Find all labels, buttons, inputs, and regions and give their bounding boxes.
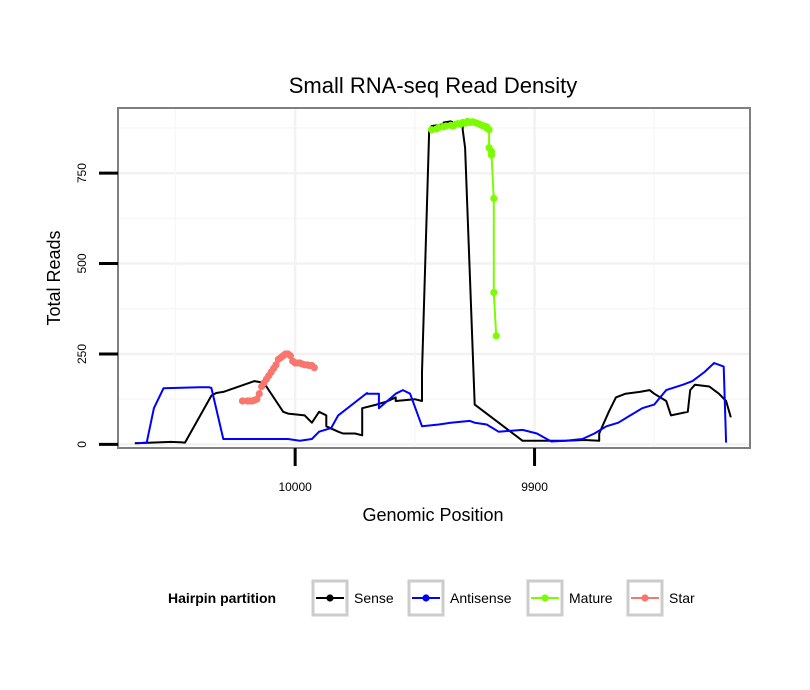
plot-border — [117, 107, 751, 449]
legend-item-antisense: Antisense — [407, 579, 512, 617]
legend-item-sense: Sense — [311, 579, 394, 617]
y-tick-label: 0 — [75, 441, 89, 448]
series-star — [238, 350, 318, 405]
series-point-mature — [487, 151, 496, 159]
legend-item-star: Star — [626, 579, 695, 617]
x-tick-label: 10000 — [278, 480, 312, 494]
legend-key-point — [641, 594, 649, 602]
series-point-star — [272, 361, 280, 369]
series-line-sense — [134, 120, 732, 445]
y-tick-label: 250 — [75, 344, 89, 364]
x-axis-title: Genomic Position — [362, 505, 503, 525]
legend-key-point — [422, 594, 430, 602]
x-tick-label: 9900 — [521, 480, 548, 494]
series-line-antisense — [137, 362, 728, 445]
legend-label-antisense: Antisense — [450, 590, 512, 606]
series-layer — [134, 117, 732, 445]
x-axis: 10000 9900 — [278, 448, 548, 494]
legend-label-mature: Mature — [569, 590, 613, 606]
y-tick-label: 750 — [75, 163, 89, 183]
series-point-mature — [490, 288, 498, 297]
y-tick-label: 500 — [75, 253, 89, 273]
grid-lines — [118, 108, 750, 448]
series-point-mature — [490, 194, 498, 203]
legend-key-point — [326, 594, 334, 602]
legend: Hairpin partition Sense Antisense Mature St… — [168, 579, 695, 617]
series-point-star — [255, 390, 263, 398]
series-point-mature — [492, 332, 500, 340]
series-antisense — [137, 362, 728, 445]
legend-item-mature: Mature — [526, 579, 613, 617]
series-mature — [428, 117, 500, 340]
y-axis-title: Total Reads — [44, 230, 64, 325]
legend-label-star: Star — [669, 590, 695, 606]
series-point-star — [253, 395, 261, 403]
y-axis: 0 250 500 750 — [75, 163, 118, 448]
series-point-mature — [485, 126, 493, 134]
series-point-star — [286, 352, 294, 360]
series-sense — [134, 120, 732, 445]
series-point-star — [310, 364, 318, 372]
legend-key-point — [541, 594, 549, 602]
legend-title: Hairpin partition — [168, 590, 276, 606]
legend-label-sense: Sense — [354, 590, 394, 606]
chart-title: Small RNA-seq Read Density — [289, 73, 578, 98]
